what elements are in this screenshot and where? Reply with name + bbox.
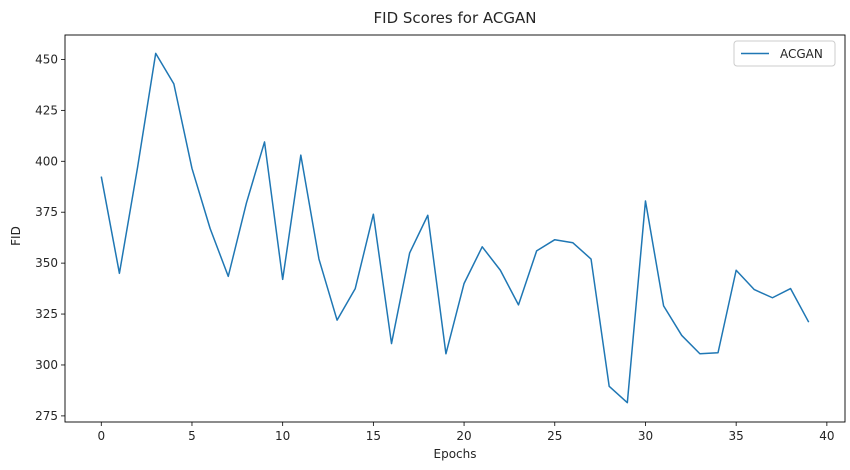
data-point bbox=[390, 342, 393, 345]
x-tick-label: 5 bbox=[188, 429, 196, 443]
data-point bbox=[807, 321, 810, 324]
y-tick-label: 275 bbox=[35, 409, 58, 423]
data-point bbox=[481, 245, 484, 248]
x-tick-label: 35 bbox=[729, 429, 744, 443]
data-point bbox=[608, 385, 611, 388]
data-point bbox=[227, 275, 230, 278]
data-point bbox=[336, 319, 339, 322]
y-tick-label: 450 bbox=[35, 52, 58, 66]
y-axis-label: FID bbox=[9, 226, 23, 246]
data-point bbox=[100, 175, 103, 178]
data-point bbox=[735, 269, 738, 272]
axes-frame bbox=[64, 34, 846, 423]
data-point bbox=[662, 304, 665, 307]
y-tick-label: 325 bbox=[35, 307, 58, 321]
data-point bbox=[771, 296, 774, 299]
data-point bbox=[553, 238, 556, 241]
x-tick-label: 25 bbox=[547, 429, 562, 443]
legend-box bbox=[733, 40, 836, 67]
x-tick-label: 10 bbox=[275, 429, 290, 443]
data-point bbox=[535, 249, 538, 252]
data-point bbox=[263, 140, 266, 143]
data-point bbox=[190, 167, 193, 170]
data-point bbox=[118, 272, 121, 275]
data-point bbox=[571, 241, 574, 244]
legend-label: ACGAN bbox=[780, 47, 823, 61]
data-point bbox=[354, 287, 357, 290]
data-point bbox=[698, 352, 701, 355]
chart-title: FID Scores for ACGAN bbox=[374, 9, 537, 27]
data-point bbox=[517, 303, 520, 306]
data-point bbox=[317, 258, 320, 261]
data-point bbox=[136, 166, 139, 169]
data-point bbox=[789, 287, 792, 290]
legend: ACGAN bbox=[733, 40, 836, 67]
data-point bbox=[590, 258, 593, 261]
data-point bbox=[644, 200, 647, 203]
y-tick-label: 425 bbox=[35, 103, 58, 117]
data-point bbox=[753, 288, 756, 291]
data-point bbox=[281, 278, 284, 281]
data-point bbox=[499, 269, 502, 272]
data-point bbox=[626, 401, 629, 404]
data-point bbox=[717, 351, 720, 354]
y-tick-label: 300 bbox=[35, 358, 58, 372]
data-point bbox=[408, 251, 411, 254]
data-point bbox=[426, 214, 429, 217]
x-tick-label: 40 bbox=[819, 429, 834, 443]
x-tick-label: 0 bbox=[97, 429, 105, 443]
data-point bbox=[245, 202, 248, 205]
data-point bbox=[680, 334, 683, 337]
data-point bbox=[372, 213, 375, 216]
y-tick-label: 400 bbox=[35, 154, 58, 168]
data-point bbox=[299, 154, 302, 157]
y-tick-label: 375 bbox=[35, 205, 58, 219]
x-axis-label: Epochs bbox=[434, 447, 477, 461]
series-line-acgan bbox=[100, 52, 810, 404]
data-point bbox=[154, 52, 157, 55]
x-tick-label: 15 bbox=[366, 429, 381, 443]
plot-area: 0 5 10 15 20 25 30 35 40 275 300 325 350 375 400 425 450 bbox=[35, 52, 834, 443]
y-tick-label: 350 bbox=[35, 256, 58, 270]
x-tick-label: 20 bbox=[456, 429, 471, 443]
x-tick-label: 30 bbox=[638, 429, 653, 443]
data-point bbox=[209, 227, 212, 230]
data-point bbox=[444, 352, 447, 355]
data-point bbox=[463, 282, 466, 285]
data-point bbox=[172, 82, 175, 85]
